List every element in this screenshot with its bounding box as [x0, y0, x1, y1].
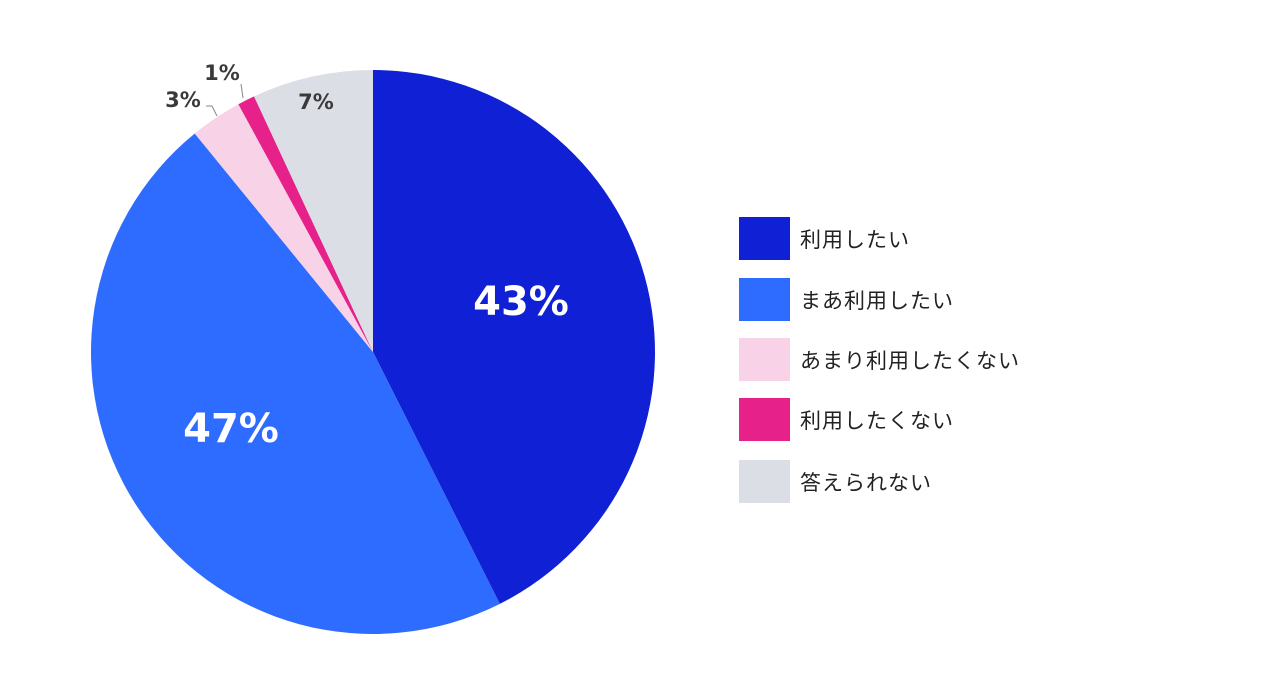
- legend-label: まあ利用したい: [800, 288, 954, 313]
- pie-slice: [238, 96, 373, 352]
- slice-labels: 43% 47% 3% 1% 7%: [165, 61, 569, 452]
- legend-item-do-not-want: 利用したくない: [739, 398, 954, 441]
- legend-item-cannot-answer: 答えられない: [739, 460, 932, 503]
- legend-label: 利用したくない: [800, 408, 954, 433]
- legend-item-somewhat-want: まあ利用したい: [739, 278, 954, 321]
- slice-label-rather-not: 3%: [165, 88, 201, 112]
- leader-line-1pct: [240, 83, 244, 99]
- slice-label-want: 43%: [473, 279, 569, 325]
- slice-label-do-not-want: 1%: [204, 61, 240, 85]
- legend-swatch: [739, 460, 790, 503]
- slice-label-somewhat-want: 47%: [183, 406, 279, 452]
- legend-label: 答えられない: [800, 470, 932, 495]
- pie-slice: [254, 70, 373, 352]
- legend-swatch: [739, 398, 790, 441]
- legend-item-want: 利用したい: [739, 217, 910, 260]
- leader-lines: [206, 83, 244, 117]
- pie-slice: [91, 133, 500, 634]
- legend-swatch: [739, 217, 790, 260]
- legend-label: あまり利用したくない: [800, 348, 1020, 373]
- pie-slices: [91, 70, 655, 634]
- pie-slice: [194, 104, 373, 352]
- legend-label: 利用したい: [800, 227, 910, 252]
- legend-swatch: [739, 278, 790, 321]
- pie-slice: [373, 70, 655, 604]
- legend-swatch: [739, 338, 790, 381]
- slice-label-cannot-answer: 7%: [298, 90, 334, 114]
- leader-line-3pct: [206, 105, 218, 117]
- legend-item-rather-not: あまり利用したくない: [739, 338, 1020, 381]
